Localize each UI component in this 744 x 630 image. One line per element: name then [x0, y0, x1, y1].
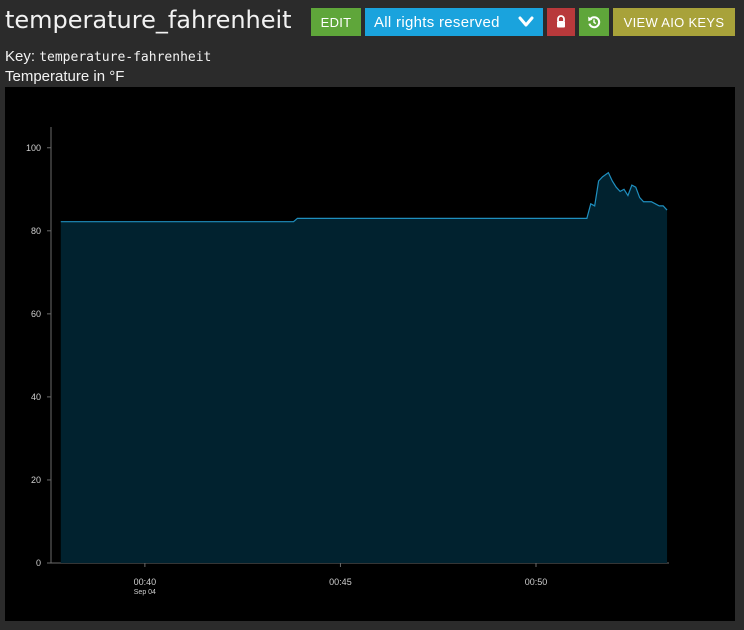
feed-title: temperature_fahrenheit	[5, 6, 292, 34]
feed-header: temperature_fahrenheit EDIT All rights r…	[0, 0, 744, 44]
view-aio-keys-button[interactable]: VIEW AIO KEYS	[613, 8, 735, 36]
privacy-button[interactable]	[547, 8, 575, 36]
edit-button[interactable]: EDIT	[311, 8, 361, 36]
license-dropdown-label: All rights reserved	[374, 13, 500, 31]
feed-key-value: temperature-fahrenheit	[39, 50, 212, 65]
y-tick-label: 80	[31, 226, 41, 236]
view-aio-keys-label: VIEW AIO KEYS	[623, 14, 725, 30]
feed-description: Temperature in °F	[5, 68, 125, 85]
series-area	[60, 172, 668, 563]
chart-container: 0 20 40 60 80 100 00:40 Sep 04 00:45 00:50	[5, 87, 735, 621]
temperature-chart: 0 20 40 60 80 100 00:40 Sep 04 00:45 00:50	[26, 127, 669, 596]
x-tick-label: 00:45	[329, 577, 352, 587]
license-dropdown[interactable]: All rights reserved	[365, 8, 543, 36]
y-tick-label: 100	[26, 143, 41, 153]
chevron-down-icon	[518, 16, 534, 27]
feed-key-label: Key:	[5, 48, 36, 65]
x-tick-label: 00:40	[134, 577, 157, 587]
y-tick-label: 20	[31, 475, 41, 485]
series-line	[60, 171, 668, 223]
y-tick-label: 60	[31, 309, 41, 319]
x-tick-label: 00:50	[525, 577, 548, 587]
y-tick-label: 0	[36, 558, 41, 568]
feed-key: Key: temperature-fahrenheit	[5, 48, 211, 65]
refresh-button[interactable]	[579, 8, 609, 36]
x-tick-sublabel: Sep 04	[134, 589, 156, 596]
edit-button-label: EDIT	[320, 14, 352, 30]
refresh-icon	[588, 16, 601, 29]
lock-icon	[557, 15, 565, 28]
y-tick-label: 40	[31, 392, 41, 402]
